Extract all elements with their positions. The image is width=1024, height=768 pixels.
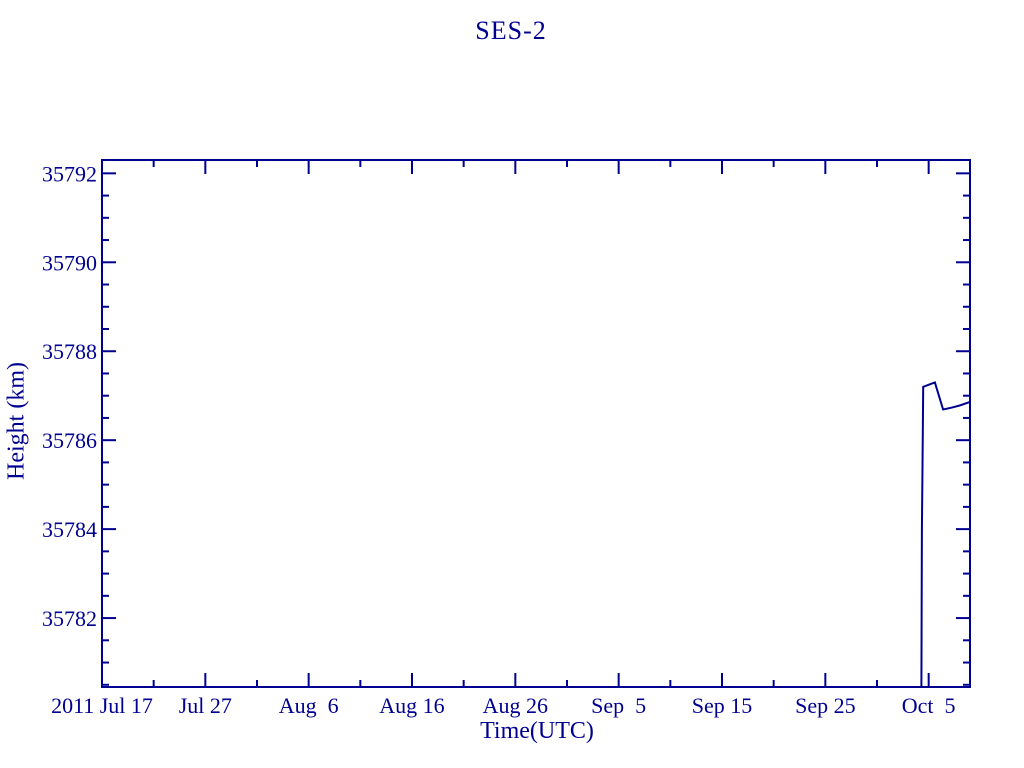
x-tick-label: Jul 27 [179, 693, 232, 718]
x-axis-title: Time(UTC) [480, 718, 594, 744]
x-tick-label: Sep 5 [591, 693, 646, 718]
y-tick-label: 35788 [42, 339, 97, 364]
y-tick-label: 35792 [42, 161, 97, 186]
x-tick-label: Sep 15 [692, 693, 753, 718]
y-tick-label: 35790 [42, 250, 97, 275]
x-tick-label: Sep 25 [795, 693, 856, 718]
x-tick-label: Oct 5 [902, 693, 956, 718]
y-tick-label: 35784 [42, 517, 97, 542]
height-data-line [920, 381, 971, 688]
plot-frame [101, 159, 971, 688]
x-tick-label: 2011 Jul 17 [51, 693, 153, 718]
x-tick-label: Aug 16 [379, 693, 444, 718]
x-tick-label: Aug 6 [279, 693, 339, 718]
x-tick-label: Aug 26 [483, 693, 548, 718]
y-tick-label: 35786 [42, 428, 97, 453]
chart-title: SES-2 [475, 16, 547, 45]
y-tick-label: 35782 [42, 606, 97, 631]
